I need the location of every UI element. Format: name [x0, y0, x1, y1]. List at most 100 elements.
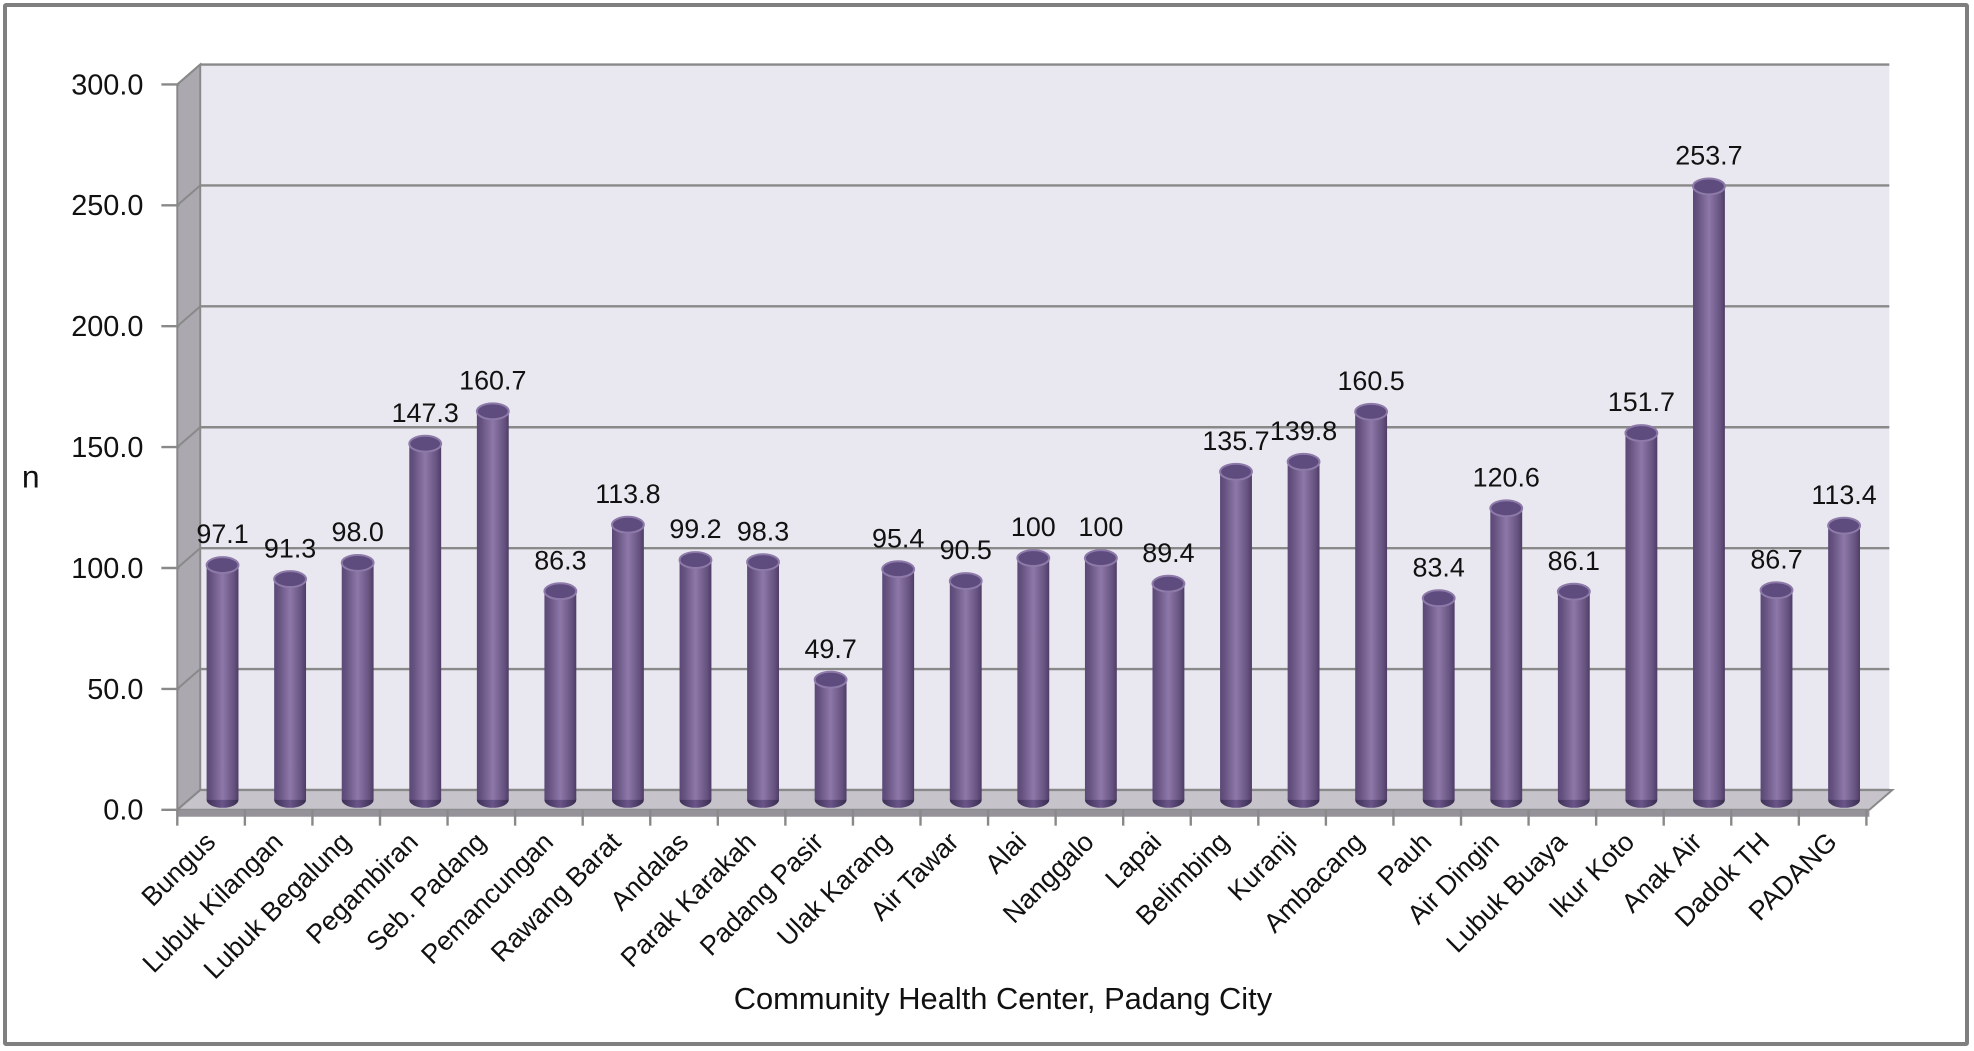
value-label: 135.7: [1202, 426, 1269, 456]
bar-top-cap: [1827, 516, 1862, 535]
bar-top-cap: [1016, 549, 1051, 568]
value-label: 160.7: [459, 366, 526, 396]
gridline-side-segment: [176, 789, 201, 811]
gridline-side-segment: [176, 63, 201, 86]
gridline-side-segment: [176, 668, 201, 690]
bar-cylinder: [1692, 177, 1726, 808]
bar-cylinder: [475, 402, 510, 808]
value-label: 91.3: [264, 533, 316, 563]
bar-top-cap: [813, 670, 848, 689]
y-tick-label: 250.0: [71, 190, 143, 222]
bar-cylinder: [205, 556, 240, 808]
bar-top-cap: [678, 551, 713, 569]
value-label: 100: [1078, 512, 1123, 542]
value-label: 49.7: [804, 634, 856, 664]
bar-top-cap: [1421, 589, 1456, 608]
bar-cylinder: [1083, 549, 1118, 808]
value-label: 98.3: [737, 516, 789, 546]
bar-top-cap: [1692, 177, 1726, 196]
bar-body: [1287, 461, 1320, 800]
bar-cylinder: [1759, 581, 1794, 808]
bar-top-cap: [475, 402, 510, 421]
bar-top-cap: [1083, 549, 1118, 568]
bar-top-cap: [1151, 574, 1186, 593]
gridline-side-segment: [176, 547, 201, 569]
y-tick-label: 150.0: [71, 432, 143, 464]
x-axis-title: Community Health Center, Padang City: [734, 981, 1273, 1016]
value-label: 99.2: [669, 514, 721, 544]
bar-cylinder: [746, 553, 780, 808]
bar-top-cap: [746, 553, 780, 572]
bar-top-cap: [273, 570, 308, 589]
y-tick-label: 300.0: [71, 69, 143, 101]
bar-cylinder: [543, 582, 578, 808]
value-label: 151.7: [1608, 387, 1675, 417]
bar-cylinder: [1556, 582, 1591, 808]
bar-top-cap: [1624, 424, 1659, 442]
bar-cylinder: [1219, 462, 1253, 808]
bar-body: [206, 565, 239, 800]
bar-top-cap: [881, 560, 916, 579]
value-label: 113.4: [1811, 480, 1876, 510]
bar-body: [1152, 583, 1185, 800]
bar-cylinder: [678, 551, 713, 808]
bar-body: [341, 562, 374, 800]
value-label: 86.1: [1548, 546, 1600, 576]
bar-body: [1693, 186, 1725, 800]
floor-front-face: [177, 809, 1870, 817]
bar-cylinder: [813, 670, 848, 808]
value-label: 86.7: [1750, 544, 1802, 574]
value-label: 97.1: [196, 519, 248, 549]
bar-body: [1220, 471, 1252, 800]
y-tick-label: 0.0: [103, 795, 143, 827]
bar-cylinder: [1016, 549, 1051, 808]
bar-body: [882, 569, 915, 800]
value-label: 120.6: [1473, 462, 1540, 492]
bar-cylinder: [273, 570, 308, 808]
bar-cylinder: [610, 515, 645, 808]
bar-cylinder: [881, 560, 916, 808]
bar-cylinder: [1354, 402, 1389, 808]
bar-body: [1557, 591, 1590, 800]
value-label: 113.8: [595, 479, 660, 509]
bar-body: [1017, 558, 1050, 800]
y-tick-label: 50.0: [87, 674, 143, 706]
bar-cylinder: [1286, 452, 1321, 808]
bar-cylinder: [1489, 499, 1524, 808]
bar-body: [544, 591, 577, 800]
value-label: 89.4: [1142, 538, 1194, 568]
bar-cylinder: [1421, 589, 1456, 808]
bar-cylinder: [948, 572, 983, 808]
y-tick-label: 100.0: [71, 553, 143, 585]
bar-cylinder: [1624, 424, 1659, 808]
bar-top-cap: [340, 553, 375, 572]
bar-top-cap: [948, 572, 983, 590]
bar-body: [1760, 590, 1793, 800]
bar-body: [814, 679, 847, 800]
bar-top-cap: [1219, 462, 1253, 481]
x-tick-label: Alai: [979, 827, 1032, 880]
chart-frame: 97.1 91.3 98.0 147.3 160.7 86.3 113.8 99.2 98.3 4…: [3, 3, 1969, 1046]
bar-top-cap: [543, 582, 578, 601]
bar-top-cap: [610, 515, 645, 534]
bar-body: [274, 579, 307, 800]
bar-body: [1084, 558, 1117, 800]
bar-body: [1422, 598, 1455, 800]
value-label: 253.7: [1675, 141, 1742, 171]
value-label: 98.0: [332, 517, 384, 547]
bar-body: [1490, 508, 1523, 800]
bar-cylinder: [1827, 516, 1862, 808]
bar-top-cap: [1556, 582, 1591, 601]
bar-top-cap: [1759, 581, 1794, 600]
value-label: 90.5: [940, 535, 992, 565]
value-label: 139.8: [1270, 416, 1337, 446]
bar-body: [409, 443, 442, 800]
bar-top-cap: [1286, 452, 1321, 471]
bar-top-cap: [1489, 499, 1524, 518]
gridline-side-segment: [176, 184, 201, 207]
y-axis-title: n: [22, 458, 40, 494]
bar-top-cap: [1354, 402, 1389, 421]
bar-body: [1355, 411, 1388, 800]
bar-top-cap: [205, 556, 240, 575]
